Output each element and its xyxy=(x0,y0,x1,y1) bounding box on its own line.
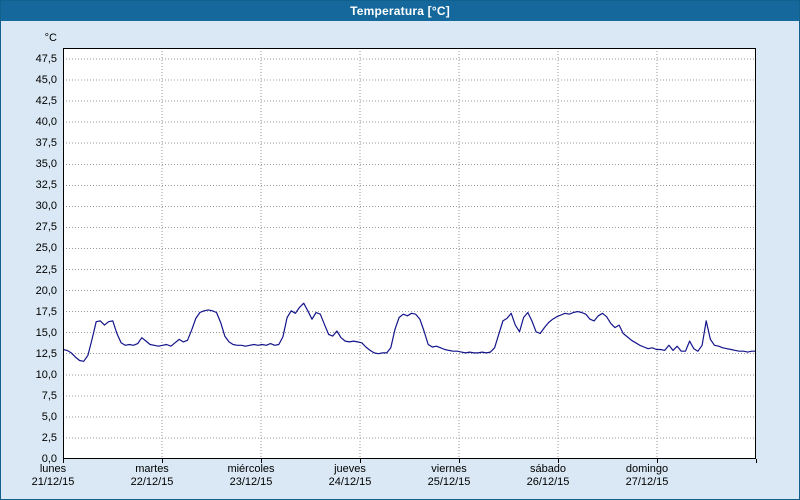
x-axis-day-label: jueves 24/12/15 xyxy=(305,463,395,489)
day-name-label: jueves xyxy=(334,463,366,475)
y-axis-tick-label: 45,0 xyxy=(35,74,57,86)
y-axis-tick-label: 35,0 xyxy=(35,158,57,170)
y-axis-tick-label: 17,5 xyxy=(35,306,57,318)
y-axis-tick-label: 12,5 xyxy=(35,348,57,360)
day-name-label: viernes xyxy=(431,463,467,475)
day-date-label: 23/12/15 xyxy=(229,476,273,488)
day-name-label: miércoles xyxy=(227,463,275,475)
y-axis-tick-label: 40,0 xyxy=(35,116,57,128)
day-date-label: 21/12/15 xyxy=(31,476,75,488)
x-axis-day-label: lunes 21/12/15 xyxy=(8,463,98,489)
x-axis-tick-mark xyxy=(558,459,559,463)
y-axis-tick-label: 47,5 xyxy=(35,53,57,65)
x-axis-tick-mark xyxy=(261,459,262,463)
y-axis-tick-label: 10,0 xyxy=(35,369,57,381)
day-name-label: lunes xyxy=(39,463,67,475)
y-axis-tick-label: 5,0 xyxy=(41,411,57,423)
y-axis-tick-label: 27,5 xyxy=(35,221,57,233)
x-axis-tick-mark xyxy=(162,459,163,463)
x-axis-day-label: viernes 25/12/15 xyxy=(404,463,494,489)
y-axis-tick-label: 15,0 xyxy=(35,327,57,339)
day-name-label: domingo xyxy=(625,463,669,475)
x-axis-tick-mark xyxy=(657,459,658,463)
y-axis-tick-label: 7,5 xyxy=(41,390,57,402)
y-axis-tick-label: 25,0 xyxy=(35,242,57,254)
day-date-label: 24/12/15 xyxy=(328,476,372,488)
day-date-label: 26/12/15 xyxy=(526,476,570,488)
y-axis-tick-label: 30,0 xyxy=(35,200,57,212)
x-axis-tick-mark xyxy=(63,459,64,463)
x-axis-tick-mark xyxy=(360,459,361,463)
y-axis-tick-label: 0,0 xyxy=(41,453,57,465)
temperature-line-chart xyxy=(63,48,756,459)
x-axis-tick-mark xyxy=(459,459,460,463)
x-axis-day-label: sábado 26/12/15 xyxy=(503,463,593,489)
day-date-label: 25/12/15 xyxy=(427,476,471,488)
day-name-label: sábado xyxy=(529,463,567,475)
y-axis-unit-label: °C xyxy=(44,32,57,44)
y-axis-tick-label: 22,5 xyxy=(35,264,57,276)
x-axis-day-label: miércoles 23/12/15 xyxy=(206,463,296,489)
day-date-label: 27/12/15 xyxy=(625,476,669,488)
day-name-label: martes xyxy=(135,463,169,475)
x-axis-tick-mark xyxy=(756,459,757,463)
x-axis-day-label: martes 22/12/15 xyxy=(107,463,197,489)
day-date-label: 22/12/15 xyxy=(130,476,174,488)
y-axis-tick-label: 32,5 xyxy=(35,179,57,191)
y-axis-tick-label: 37,5 xyxy=(35,137,57,149)
chart-title-bar: Temperatura [°C] xyxy=(1,1,799,21)
y-axis-tick-label: 20,0 xyxy=(35,285,57,297)
x-axis-day-label: domingo 27/12/15 xyxy=(602,463,692,489)
y-axis-tick-label: 42,5 xyxy=(35,95,57,107)
y-axis-tick-label: 2,5 xyxy=(41,432,57,444)
